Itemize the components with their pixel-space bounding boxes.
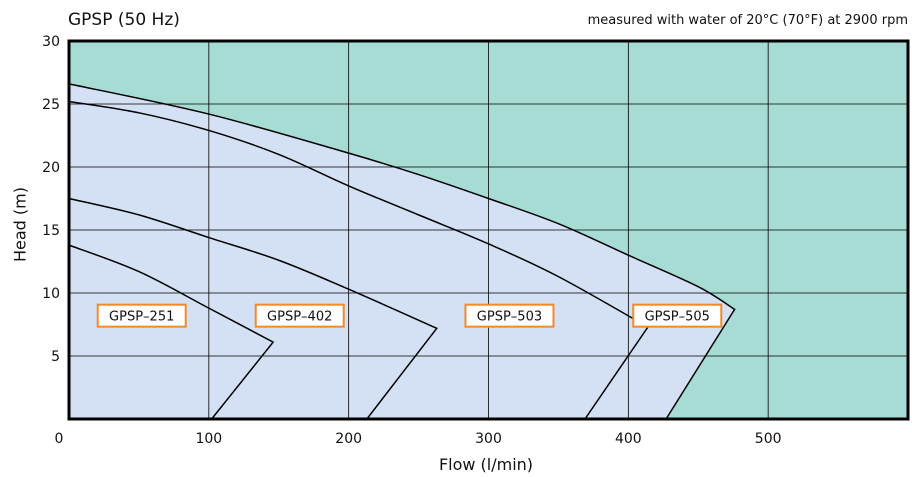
series-label: GPSP–505: [645, 310, 710, 325]
series-label-box: [96, 303, 187, 328]
x-tick-label: 400: [615, 431, 642, 447]
y-tick-label: 25: [42, 97, 60, 113]
y-tick-label: 15: [42, 223, 60, 239]
series-label-box: [632, 303, 723, 328]
x-tick-label: 300: [475, 431, 502, 447]
series-label-box: [464, 303, 555, 328]
series-line-GPSP–505: [68, 83, 736, 420]
y-tick-label: 20: [42, 160, 60, 176]
y-tick-label: 5: [51, 349, 60, 365]
operating-region-fill: [69, 83, 735, 419]
x-tick-label: 100: [195, 431, 222, 447]
series-label-box: [254, 303, 345, 328]
series-label: GPSP–503: [477, 310, 542, 325]
plot-frame: [67, 39, 910, 421]
y-tick-label: 10: [42, 286, 60, 302]
series-line-GPSP–251: [68, 244, 275, 420]
x-tick-label: 500: [755, 431, 782, 447]
x-tick-label: 200: [335, 431, 362, 447]
series-label: GPSP–402: [267, 310, 332, 325]
x-axis-label: Flow (l/min): [438, 455, 534, 474]
y-axis-label: Head (m): [10, 187, 30, 262]
y-tick-label: 30: [42, 34, 60, 50]
chart-subtitle: measured with water of 20°C (70°F) at 29…: [587, 13, 908, 28]
series-label: GPSP–251: [109, 310, 174, 325]
chart-title: GPSP (50 Hz): [68, 10, 180, 30]
x-tick-label: 0: [55, 431, 64, 447]
series-line-GPSP–503: [68, 100, 649, 420]
series-line-GPSP–402: [68, 197, 438, 420]
